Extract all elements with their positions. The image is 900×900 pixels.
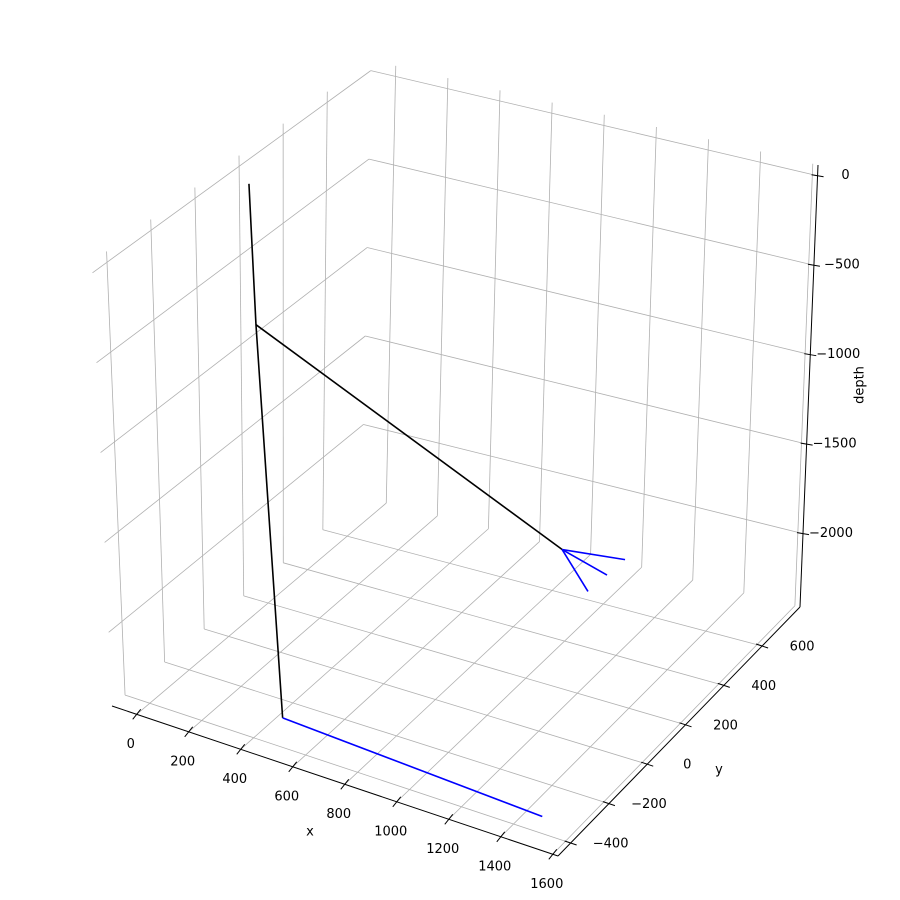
- grid-line: [590, 114, 605, 555]
- grid-line: [396, 566, 642, 803]
- tick-mark: [807, 263, 821, 267]
- y-tick-label: 600: [790, 640, 815, 655]
- tick-mark: [602, 801, 616, 807]
- grid-line: [92, 70, 372, 274]
- y-axis-label: y: [715, 763, 723, 778]
- tick-mark: [717, 682, 730, 688]
- y-tick-label: 200: [713, 718, 738, 733]
- y-tick-label: −200: [631, 797, 667, 812]
- grid-line: [363, 424, 804, 535]
- grid-line: [322, 91, 328, 530]
- grid-line: [743, 151, 762, 593]
- grid-line: [641, 127, 657, 568]
- grid-line: [283, 562, 724, 686]
- grid-line: [552, 605, 796, 855]
- x-tick-label: 1200: [426, 842, 459, 857]
- grid-line: [292, 541, 540, 768]
- grid-line: [104, 335, 366, 543]
- x-tick-label: 600: [274, 789, 299, 804]
- y-tick-label: −400: [593, 836, 629, 851]
- y-tick-label: 400: [751, 679, 776, 694]
- grid-line: [488, 90, 501, 529]
- grid-line: [385, 65, 397, 504]
- grid-line: [448, 579, 694, 820]
- tick-mark: [796, 532, 810, 536]
- tick-mark: [444, 813, 454, 825]
- grid-line: [96, 158, 370, 363]
- tick-mark: [184, 726, 194, 738]
- x-axis-label: x: [306, 825, 314, 840]
- well-path: [255, 324, 563, 551]
- tick-mark: [548, 848, 558, 860]
- y-tick-label: 0: [683, 758, 691, 773]
- tick-mark: [641, 761, 654, 767]
- z-tick-label: 0: [841, 168, 849, 183]
- x-tick-label: 1000: [374, 824, 407, 839]
- well-path: [561, 548, 608, 576]
- well-path: [248, 183, 284, 718]
- grid-line: [500, 592, 745, 838]
- well-path: [282, 717, 543, 818]
- axis-line: [111, 705, 559, 857]
- x-tick-label: 800: [326, 807, 351, 822]
- grid-line: [108, 424, 364, 633]
- grid-line: [344, 554, 591, 785]
- grid-line: [370, 70, 818, 177]
- grid-line: [436, 78, 449, 516]
- grid-line: [150, 219, 166, 663]
- tick-mark: [392, 796, 402, 808]
- tick-mark: [811, 174, 824, 178]
- grid-line: [367, 247, 811, 356]
- grid-line: [692, 139, 709, 581]
- grid-line: [365, 335, 807, 445]
- tick-mark: [800, 442, 813, 446]
- z-tick-label: −2000: [809, 526, 853, 541]
- grid-line: [136, 502, 387, 715]
- tick-mark: [679, 722, 692, 728]
- grid-line: [238, 155, 245, 596]
- z-tick-label: −500: [824, 258, 860, 273]
- grid-line: [164, 661, 610, 804]
- tick-mark: [755, 643, 769, 649]
- axis-line: [557, 606, 801, 857]
- z-tick-label: −1000: [816, 347, 860, 362]
- x-tick-label: 0: [127, 737, 135, 752]
- grid-line: [368, 158, 815, 266]
- grid-line: [539, 102, 553, 542]
- tick-mark: [236, 743, 246, 755]
- grid-line: [188, 515, 438, 733]
- grid-line: [194, 187, 205, 629]
- grid-line: [243, 595, 686, 726]
- x-tick-label: 1600: [530, 877, 563, 892]
- tick-mark: [132, 708, 142, 720]
- grid-line: [322, 529, 763, 647]
- x-tick-label: 1400: [478, 859, 511, 874]
- grid-line: [124, 694, 571, 844]
- tick-mark: [804, 353, 817, 357]
- tick-mark: [288, 761, 298, 773]
- grid-line: [106, 251, 126, 696]
- well-path: [562, 548, 626, 561]
- x-tick-label: 400: [222, 772, 247, 787]
- tick-mark: [564, 840, 577, 846]
- well-path: [561, 549, 589, 592]
- x-tick-label: 200: [170, 754, 195, 769]
- z-axis-label: depth: [853, 366, 868, 404]
- tick-mark: [340, 778, 350, 790]
- grid-line: [100, 247, 368, 453]
- z-tick-label: −1500: [813, 437, 857, 452]
- tick-mark: [496, 831, 506, 843]
